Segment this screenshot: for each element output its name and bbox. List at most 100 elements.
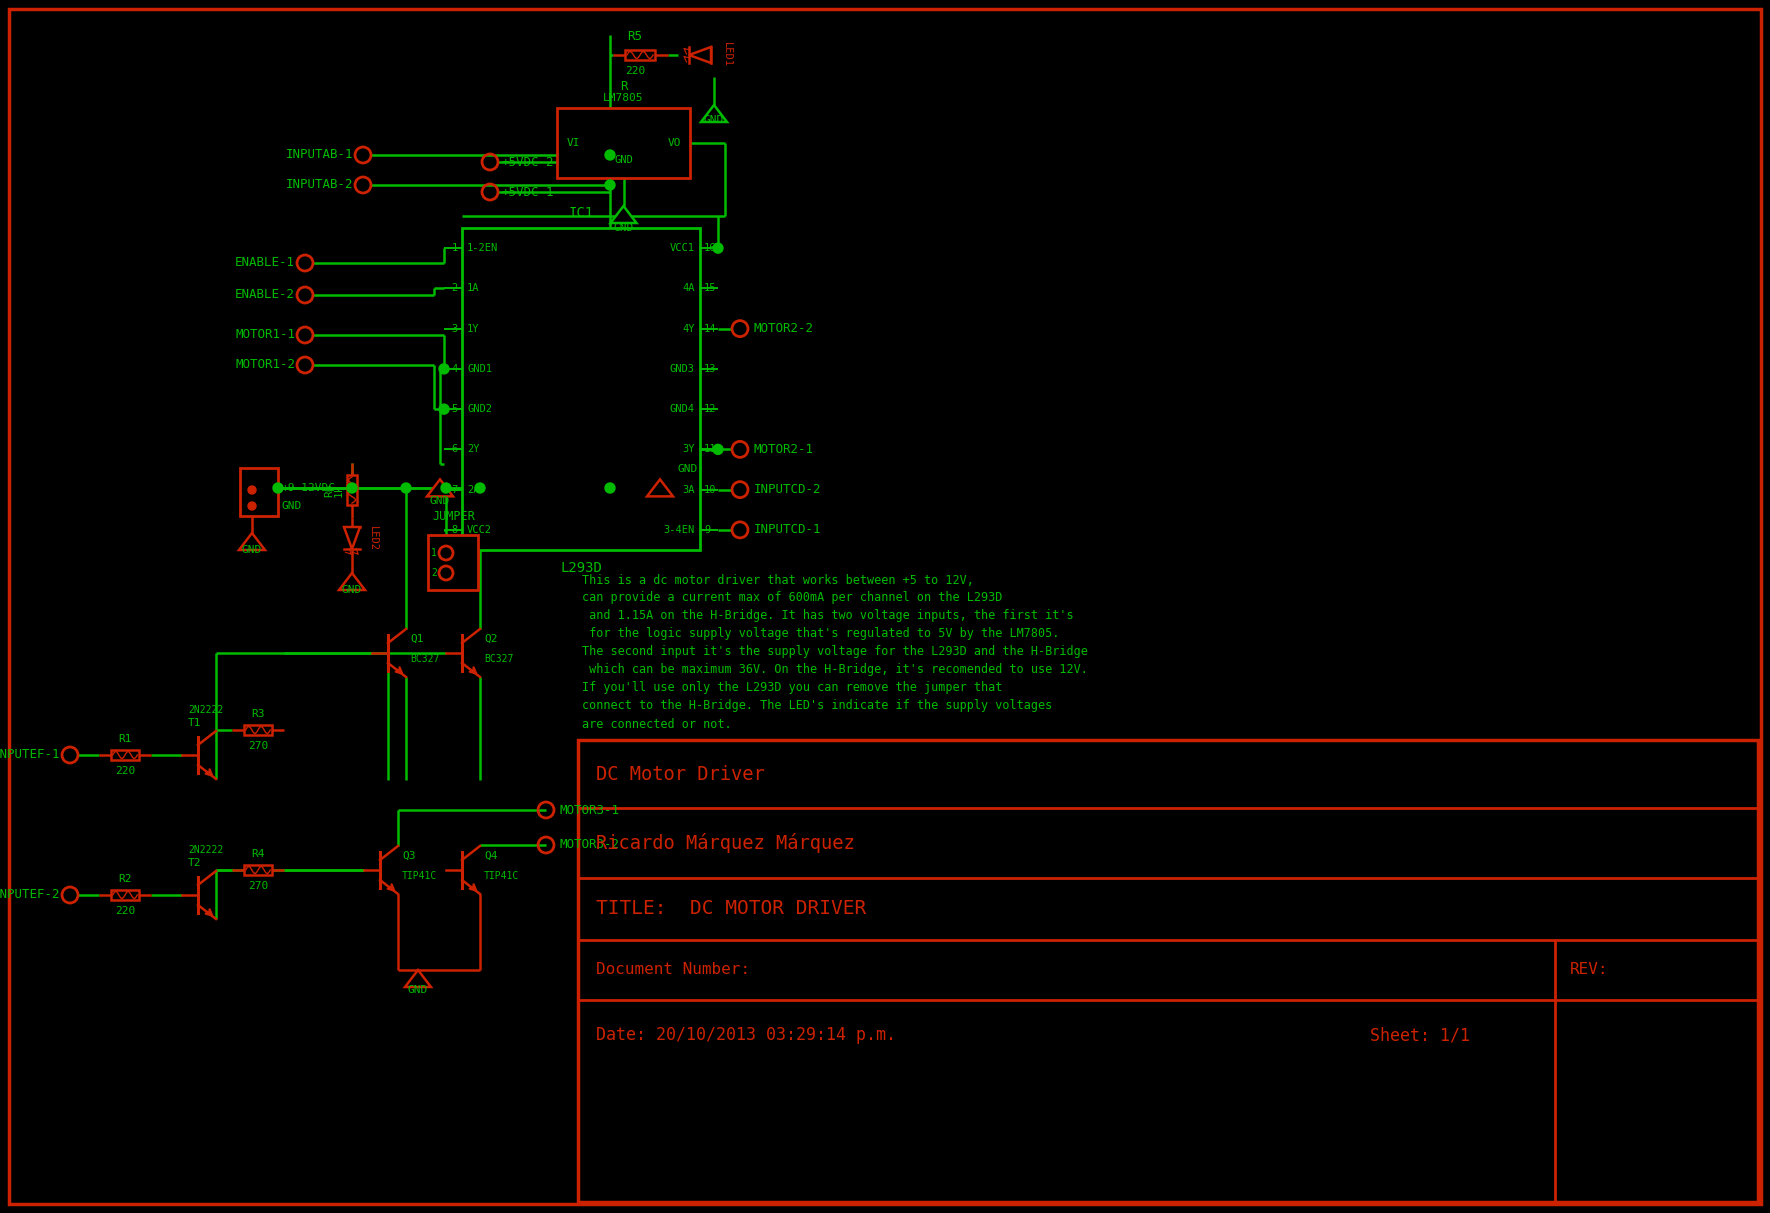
Text: Q2: Q2 bbox=[483, 634, 497, 644]
Text: R5: R5 bbox=[628, 30, 643, 44]
Text: Sheet: 1/1: Sheet: 1/1 bbox=[1370, 1026, 1471, 1044]
Text: for the logic supply voltage that's regulated to 5V by the LM7805.: for the logic supply voltage that's regu… bbox=[582, 627, 1060, 640]
Text: 3A: 3A bbox=[683, 485, 696, 495]
Polygon shape bbox=[611, 206, 637, 223]
Polygon shape bbox=[343, 526, 359, 549]
Text: 220: 220 bbox=[625, 66, 644, 76]
Text: Q1: Q1 bbox=[411, 634, 423, 644]
Text: which can be maximum 36V. On the H-Bridge, it's recomended to use 12V.: which can be maximum 36V. On the H-Bridg… bbox=[582, 664, 1089, 677]
Text: 220: 220 bbox=[115, 906, 135, 916]
Text: Ricardo Márquez Márquez: Ricardo Márquez Márquez bbox=[596, 833, 855, 853]
Text: GND: GND bbox=[242, 545, 262, 556]
Text: R: R bbox=[620, 80, 627, 92]
Text: VCC1: VCC1 bbox=[671, 243, 696, 254]
Text: 4: 4 bbox=[451, 364, 458, 374]
Circle shape bbox=[605, 150, 614, 160]
Circle shape bbox=[248, 486, 257, 494]
Circle shape bbox=[474, 483, 485, 492]
Text: VI: VI bbox=[566, 138, 581, 148]
Text: +9-12VDC: +9-12VDC bbox=[281, 483, 336, 492]
Bar bbox=[112, 750, 140, 761]
Text: TITLE:  DC MOTOR DRIVER: TITLE: DC MOTOR DRIVER bbox=[596, 900, 866, 918]
Circle shape bbox=[402, 483, 411, 492]
Text: Q4: Q4 bbox=[483, 852, 497, 861]
Bar bbox=[462, 228, 699, 549]
Text: LM7805: LM7805 bbox=[604, 93, 644, 103]
Text: The second input it's the supply voltage for the L293D and the H-Bridge: The second input it's the supply voltage… bbox=[582, 645, 1089, 659]
Circle shape bbox=[605, 180, 614, 190]
Text: R2: R2 bbox=[119, 875, 131, 884]
Text: 16: 16 bbox=[704, 243, 717, 254]
Polygon shape bbox=[405, 970, 432, 987]
Circle shape bbox=[713, 444, 722, 455]
Circle shape bbox=[248, 502, 257, 509]
Text: TIP41C: TIP41C bbox=[402, 871, 437, 881]
Bar bbox=[347, 474, 358, 505]
Circle shape bbox=[347, 483, 358, 492]
Text: R1: R1 bbox=[119, 734, 131, 744]
Text: T2: T2 bbox=[188, 858, 202, 869]
Text: MOTOR1-2: MOTOR1-2 bbox=[235, 359, 296, 371]
Text: ENABLE-1: ENABLE-1 bbox=[235, 256, 296, 269]
Text: 12: 12 bbox=[704, 404, 717, 414]
Text: and 1.15A on the H-Bridge. It has two voltage inputs, the first it's: and 1.15A on the H-Bridge. It has two vo… bbox=[582, 609, 1074, 622]
Text: 14: 14 bbox=[704, 324, 717, 334]
Text: GND: GND bbox=[407, 985, 428, 995]
Text: INPUTEF-2: INPUTEF-2 bbox=[0, 888, 60, 901]
Text: BC327: BC327 bbox=[411, 654, 439, 664]
Text: 10: 10 bbox=[704, 485, 717, 495]
Text: connect to the H-Bridge. The LED's indicate if the supply voltages: connect to the H-Bridge. The LED's indic… bbox=[582, 700, 1051, 712]
Bar bbox=[428, 535, 478, 590]
Polygon shape bbox=[689, 47, 712, 63]
Circle shape bbox=[441, 483, 451, 492]
Text: BC327: BC327 bbox=[483, 654, 513, 664]
Text: GND: GND bbox=[614, 155, 634, 165]
Circle shape bbox=[273, 483, 283, 492]
Text: ENABLE-2: ENABLE-2 bbox=[235, 289, 296, 302]
Text: 1k: 1k bbox=[335, 483, 343, 497]
Text: VCC2: VCC2 bbox=[467, 525, 492, 535]
Bar bbox=[244, 725, 273, 735]
Text: are connected or not.: are connected or not. bbox=[582, 718, 731, 730]
Text: GND: GND bbox=[704, 115, 724, 125]
Text: 220: 220 bbox=[115, 765, 135, 776]
Polygon shape bbox=[648, 479, 673, 496]
Text: R3: R3 bbox=[251, 710, 266, 719]
Circle shape bbox=[605, 483, 614, 492]
Text: Document Number:: Document Number: bbox=[596, 962, 750, 978]
Circle shape bbox=[439, 364, 450, 374]
Bar bbox=[579, 740, 1758, 1202]
Text: 7: 7 bbox=[451, 485, 458, 495]
Text: GND: GND bbox=[678, 465, 697, 474]
Text: 2: 2 bbox=[432, 568, 437, 579]
Text: MOTOR2-2: MOTOR2-2 bbox=[754, 323, 814, 335]
Text: INPUTAB-2: INPUTAB-2 bbox=[285, 178, 352, 192]
Text: LED2: LED2 bbox=[368, 525, 379, 551]
Text: GND: GND bbox=[342, 585, 363, 596]
Text: 13: 13 bbox=[704, 364, 717, 374]
Text: 3Y: 3Y bbox=[683, 444, 696, 455]
Text: GND1: GND1 bbox=[467, 364, 492, 374]
Text: MOTOR2-1: MOTOR2-1 bbox=[754, 443, 814, 456]
Text: REV:: REV: bbox=[1570, 962, 1609, 978]
Text: LED1: LED1 bbox=[722, 42, 733, 68]
Text: JUMPER: JUMPER bbox=[432, 511, 476, 524]
Text: 270: 270 bbox=[248, 881, 267, 892]
Text: INPUTCD-2: INPUTCD-2 bbox=[754, 483, 821, 496]
Polygon shape bbox=[340, 573, 365, 590]
Text: GND4: GND4 bbox=[671, 404, 696, 414]
Text: 1: 1 bbox=[451, 243, 458, 254]
Text: This is a dc motor driver that works between +5 to 12V,: This is a dc motor driver that works bet… bbox=[582, 574, 974, 587]
Text: 2N2222: 2N2222 bbox=[188, 705, 223, 714]
Text: R4: R4 bbox=[251, 849, 266, 859]
Text: 9: 9 bbox=[704, 525, 710, 535]
Text: DC Motor Driver: DC Motor Driver bbox=[596, 764, 765, 784]
Text: GND2: GND2 bbox=[467, 404, 492, 414]
Text: L293D: L293D bbox=[559, 560, 602, 575]
Bar bbox=[241, 468, 278, 516]
Text: GND: GND bbox=[281, 501, 303, 511]
Text: GND: GND bbox=[614, 223, 634, 233]
Text: 4Y: 4Y bbox=[683, 324, 696, 334]
Text: MOTOR3-2: MOTOR3-2 bbox=[559, 838, 620, 852]
Text: MOTOR1-1: MOTOR1-1 bbox=[235, 329, 296, 342]
